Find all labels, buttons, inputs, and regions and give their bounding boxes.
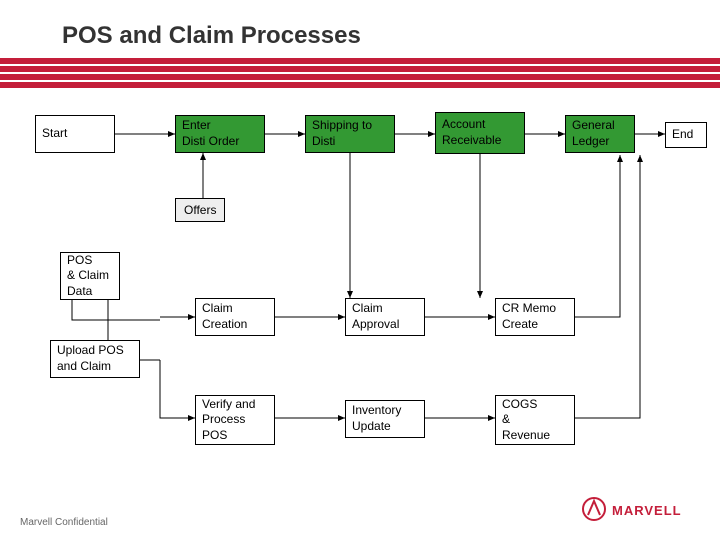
upload-pos-claim-box: Upload POS and Claim (50, 340, 140, 378)
red-stripe-3 (0, 74, 720, 80)
cogs-label: COGS & Revenue (502, 397, 550, 444)
offers-box: Offers (175, 198, 225, 222)
red-stripe-4 (0, 82, 720, 88)
red-stripe-1 (0, 58, 720, 64)
gl-label: General Ledger (572, 118, 615, 149)
footer-text: Marvell Confidential (20, 517, 108, 528)
claim-approval-box: Claim Approval (345, 298, 425, 336)
cogs-box: COGS & Revenue (495, 395, 575, 445)
claim-creation-label: Claim Creation (202, 301, 247, 332)
svg-text:MARVELL: MARVELL (612, 503, 682, 518)
offers-label: Offers (184, 203, 216, 217)
ar-box: Account Receivable (435, 112, 525, 154)
end-box: End (665, 122, 707, 148)
cr-memo-box: CR Memo Create (495, 298, 575, 336)
start-box: Start (35, 115, 115, 153)
cr-memo-label: CR Memo Create (502, 301, 556, 332)
shipping-label: Shipping to Disti (312, 118, 372, 149)
verify-pos-box: Verify and Process POS (195, 395, 275, 445)
verify-pos-label: Verify and Process POS (202, 397, 255, 444)
shipping-box: Shipping to Disti (305, 115, 395, 153)
gl-box: General Ledger (565, 115, 635, 153)
end-label: End (672, 127, 693, 143)
marvell-logo: MARVELL (580, 495, 700, 528)
red-stripe-2 (0, 66, 720, 72)
claim-approval-label: Claim Approval (352, 301, 399, 332)
slide-title: POS and Claim Processes (62, 22, 361, 50)
inv-update-box: Inventory Update (345, 400, 425, 438)
claim-creation-box: Claim Creation (195, 298, 275, 336)
ar-label: Account Receivable (442, 117, 501, 148)
enter-order-box: Enter Disti Order (175, 115, 265, 153)
start-label: Start (42, 126, 67, 142)
inv-update-label: Inventory Update (352, 403, 401, 434)
enter-order-label: Enter Disti Order (182, 118, 239, 149)
pos-claim-data-box: POS & Claim Data (60, 252, 120, 300)
pos-claim-data-label: POS & Claim Data (67, 253, 109, 300)
upload-pos-claim-label: Upload POS and Claim (57, 343, 124, 374)
